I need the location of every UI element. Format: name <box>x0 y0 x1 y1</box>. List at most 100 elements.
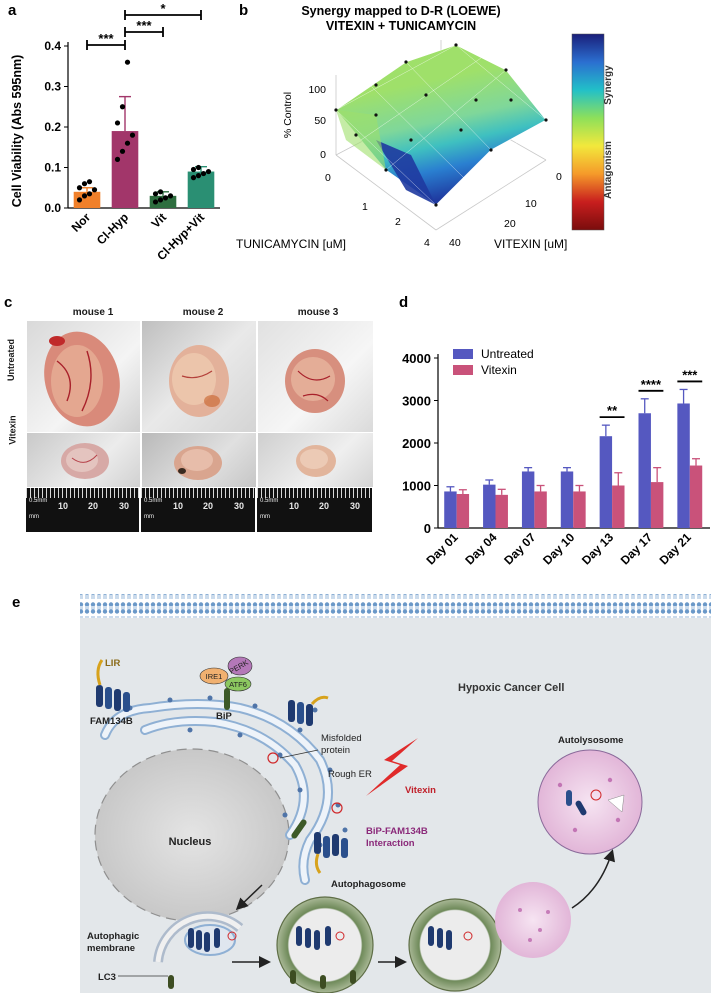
interaction-label-1: BiP-FAM134B <box>366 826 428 837</box>
vitexin-label: Vitexin <box>405 785 436 796</box>
mouse-2-label: mouse 2 <box>182 307 224 318</box>
row-label-untreated: Untreated <box>6 338 17 382</box>
lysosome <box>495 882 571 958</box>
photo-untreated-mouse-3 <box>257 320 374 433</box>
d-legend-swatch <box>453 349 473 359</box>
photo-vitexin-mouse-2 <box>141 432 257 488</box>
d-x-tick-label: Day 04 <box>462 530 499 567</box>
a-data-point <box>124 140 131 146</box>
surface-x-label: TUNICAMYCIN [uM] <box>236 237 346 251</box>
a-data-point <box>167 193 174 199</box>
d-y-tick-label: 1000 <box>402 479 431 494</box>
misfolded-label-2: protein <box>321 745 350 756</box>
surface-z-tick: 100 <box>308 84 326 96</box>
lc3-label: LC3 <box>98 972 116 983</box>
surface-y-tick: 0 <box>556 171 562 183</box>
a-y-tick-label: 0.1 <box>44 161 61 175</box>
surface-y-tick: 20 <box>504 218 516 230</box>
d-sig-label: **** <box>641 377 662 392</box>
autophagic-label-1: Autophagic <box>87 931 139 942</box>
autophagosome <box>276 896 374 993</box>
colorbar-label-antagonism: Antagonism <box>603 141 614 199</box>
surface-x-tick: 1 <box>362 201 368 213</box>
nucleus-label: Nucleus <box>169 836 212 848</box>
d-bar-untreated <box>444 491 457 528</box>
lir-label: LIR <box>105 658 120 669</box>
a-y-label: Cell Viability (Abs 595nm) <box>10 55 24 208</box>
interaction-label-2: Interaction <box>366 838 415 849</box>
autophagic-label-2: membrane <box>87 943 135 954</box>
d-legend-label: Vitexin <box>481 363 517 377</box>
a-data-point <box>86 191 93 197</box>
a-data-point <box>190 166 197 173</box>
d-bar-untreated <box>483 484 496 528</box>
nucleus <box>94 748 290 922</box>
a-y-tick-label: 0.2 <box>44 120 61 134</box>
d-bar-vitexin <box>650 482 664 528</box>
ire1-protein <box>199 667 229 685</box>
a-sig-label: *** <box>136 18 152 33</box>
d-x-tick-label: Day 17 <box>618 530 655 567</box>
a-sig-label: * <box>160 1 166 16</box>
chart-b-surface: Synergy mapped to D-R (LOEWE) VITEXIN + … <box>236 4 614 251</box>
a-data-point <box>162 195 169 201</box>
bip-label: BiP <box>216 711 233 722</box>
surface-mesh <box>334 43 548 207</box>
ruler-mouse-3: 0.5mm mm 10 20 30 <box>257 488 372 532</box>
d-x-tick-label: Day 21 <box>657 530 694 567</box>
d-x-tick-label: Day 10 <box>540 530 577 567</box>
colorbar-label-synergy: Synergy <box>603 65 614 105</box>
surface-y-tick: 10 <box>525 198 537 210</box>
chart-a: 0.0 0.1 0.2 0.3 0.4 Cell Viability (Abs 595nm… <box>10 1 220 263</box>
autophagosome-label: Autophagosome <box>331 879 406 890</box>
d-x-tick-label: Day 07 <box>501 530 538 567</box>
a-data-point <box>157 197 164 203</box>
d-sig-label: ** <box>607 403 618 418</box>
a-x-tick-label: Nor <box>69 210 94 235</box>
a-data-point <box>129 132 136 138</box>
panel-letter-e: e <box>12 594 21 611</box>
a-data-point <box>157 189 164 195</box>
a-data-point <box>114 120 121 126</box>
d-y-tick-label: 2000 <box>402 436 431 451</box>
a-data-point <box>200 170 207 177</box>
autolysosome <box>537 749 643 855</box>
fam134b-label: FAM134B <box>90 716 133 727</box>
mouse-3-label: mouse 3 <box>297 307 339 318</box>
a-y-tick-label: 0.0 <box>44 201 61 215</box>
a-data-point <box>152 191 159 197</box>
surface-x-tick: 2 <box>395 216 401 228</box>
misfolded-protein-icon <box>267 752 279 764</box>
panel-letter-c: c <box>4 294 13 311</box>
photo-untreated-mouse-1 <box>26 320 141 433</box>
d-bar-untreated <box>638 413 651 528</box>
a-data-point <box>114 156 121 162</box>
d-y-tick-label: 0 <box>424 521 431 536</box>
misfolded-label-1: Misfolded <box>321 733 362 744</box>
a-data-point <box>195 164 202 171</box>
d-bar-vitexin <box>612 485 625 528</box>
d-x-tick-label: Day 13 <box>579 530 616 567</box>
d-bar-untreated <box>521 471 535 528</box>
atf6-protein <box>224 676 252 692</box>
a-bar <box>149 195 177 208</box>
surface-z-tick: 50 <box>314 115 326 127</box>
d-legend-swatch <box>453 365 473 375</box>
a-data-point <box>76 185 83 191</box>
ire1-label: IRE1 <box>206 672 223 681</box>
bip-chaperone <box>224 688 230 710</box>
a-data-point <box>190 175 197 181</box>
bip-fam134b-complex <box>291 819 348 874</box>
surface-z-tick: 0 <box>320 149 326 161</box>
d-bar-vitexin <box>456 494 470 528</box>
autolysosome-label: Autolysosome <box>558 735 623 746</box>
a-x-tick-label: Cl-Hyp <box>94 210 131 247</box>
a-data-point <box>205 168 212 175</box>
misfolded-protein-icon <box>331 802 343 814</box>
surface-x-tick: 4 <box>424 237 430 249</box>
d-y-tick-label: 4000 <box>402 351 431 366</box>
fam134b-right <box>288 695 329 726</box>
autophagosome-2 <box>408 898 502 992</box>
rough-er-label: Rough ER <box>328 769 372 780</box>
